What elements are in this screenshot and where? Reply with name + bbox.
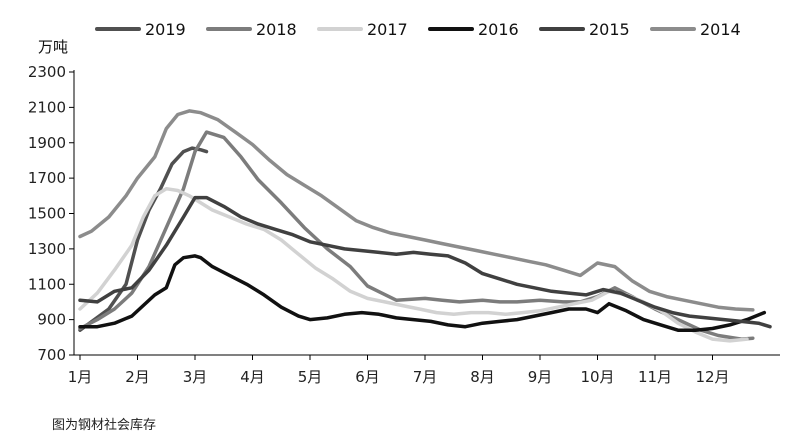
series-layer (78, 109, 772, 343)
y-tick-label: 700 (37, 346, 66, 364)
x-tick-label: 2月 (125, 368, 150, 386)
y-tick-label: 1300 (28, 240, 66, 258)
series-line-2016 (78, 254, 767, 332)
legend-label: 2015 (589, 20, 630, 39)
legend-label: 2017 (367, 20, 408, 39)
y-tick-label: 1100 (28, 275, 66, 293)
x-tick-label: 3月 (183, 368, 208, 386)
legend-label: 2014 (700, 20, 741, 39)
y-tick-label: 1700 (28, 169, 66, 187)
figure-caption: 图为钢材社会库存 (52, 418, 157, 433)
chart-legend: 2019 2018 2017 2016 2015 2014 (95, 20, 741, 39)
legend-item-2015: 2015 (539, 20, 630, 39)
legend-item-2019: 2019 (95, 20, 186, 39)
y-axis-unit-label: 万吨 (38, 38, 68, 56)
inventory-line-chart: 2019 2018 2017 2016 2015 2014 万吨 700 900 1100 13… (28, 20, 780, 386)
x-tick-label: 8月 (470, 368, 495, 386)
y-tick-label: 1500 (28, 205, 66, 223)
x-tick-label: 7月 (413, 368, 438, 386)
x-tick-label: 10月 (580, 368, 614, 386)
x-tick-label: 12月 (695, 368, 729, 386)
legend-item-2016: 2016 (428, 20, 519, 39)
legend-label: 2016 (478, 20, 519, 39)
x-tick-label: 11月 (638, 368, 672, 386)
y-tick-label: 2100 (28, 98, 66, 116)
legend-label: 2019 (145, 20, 186, 39)
x-tick-label: 5月 (298, 368, 323, 386)
y-tick-label: 1900 (28, 134, 66, 152)
series-line-2014 (78, 109, 755, 312)
x-tick-label: 6月 (355, 368, 380, 386)
x-tick-label: 9月 (528, 368, 553, 386)
legend-item-2018: 2018 (206, 20, 297, 39)
y-tick-label: 2300 (28, 63, 66, 81)
series-line-2015 (78, 195, 772, 329)
x-tick-label: 4月 (240, 368, 265, 386)
legend-item-2017: 2017 (317, 20, 408, 39)
x-tick-label: 1月 (68, 368, 93, 386)
legend-label: 2018 (256, 20, 297, 39)
y-tick-label: 900 (37, 311, 66, 329)
axes-layer: 700 900 1100 1300 1500 1700 1900 2100 2300 1月 2月 3月… (28, 63, 780, 386)
legend-item-2014: 2014 (650, 20, 741, 39)
